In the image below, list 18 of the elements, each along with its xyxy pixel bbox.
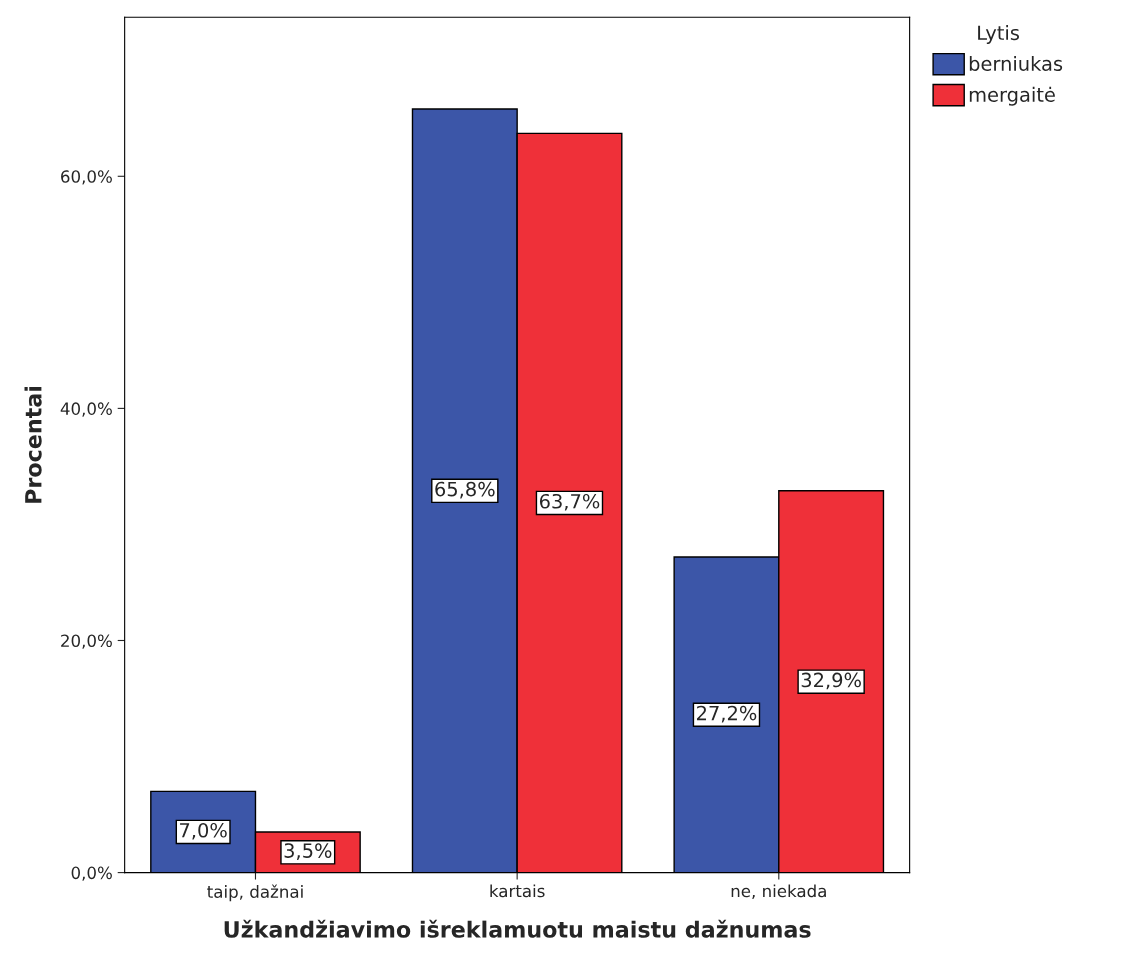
data-label: 63,7%: [539, 493, 600, 511]
x-axis-title: Užkandžiavimo išreklamuotu maistu dažnumas: [224, 919, 811, 938]
x-tick-label: taip, dažnai: [207, 884, 303, 902]
y-axis-title: Procentai: [24, 386, 42, 503]
data-label: 32,9%: [801, 672, 861, 690]
y-tick-label: 20,0%: [61, 634, 112, 649]
legend-label: berniukas: [969, 55, 1063, 71]
data-label: 3,5%: [284, 843, 332, 860]
data-label: 7,0%: [180, 822, 227, 840]
legend-label: mergaitė: [969, 86, 1055, 106]
y-tick-label: 60,0%: [61, 170, 112, 185]
legend-title: Lytis: [978, 25, 1020, 44]
x-tick-label: kartais: [490, 884, 545, 898]
y-tick-label: 40,0%: [60, 402, 112, 417]
y-tick-label: 0,0%: [71, 866, 112, 881]
data-label: 65,8%: [435, 481, 495, 499]
data-label: 27,2%: [697, 705, 757, 723]
x-tick-label: ne, niekada: [731, 884, 826, 899]
